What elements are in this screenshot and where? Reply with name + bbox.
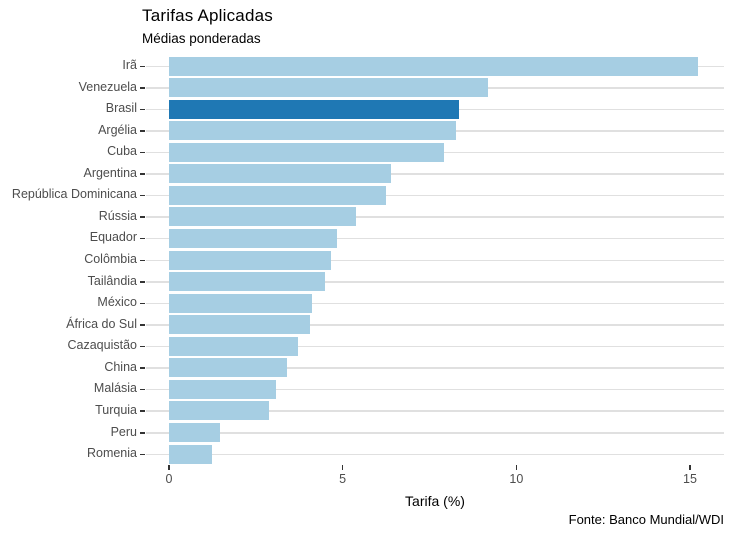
y-tick xyxy=(140,388,145,391)
y-axis-label: China xyxy=(104,359,137,374)
x-tick xyxy=(168,465,170,470)
y-tick xyxy=(140,65,145,67)
gridline xyxy=(146,259,724,262)
y-axis-label: Colômbia xyxy=(84,252,137,267)
y-tick xyxy=(140,194,145,197)
gridline xyxy=(146,410,724,412)
y-tick xyxy=(140,453,145,456)
x-tick-label: 0 xyxy=(165,472,173,486)
y-axis-label: República Dominicana xyxy=(11,187,137,202)
y-axis-label: Rússia xyxy=(98,208,137,223)
gridline xyxy=(146,432,724,434)
y-tick xyxy=(140,345,145,348)
bar xyxy=(169,185,387,205)
y-axis-label: Equador xyxy=(89,230,137,245)
y-tick xyxy=(140,216,145,218)
y-axis-label: Malásia xyxy=(93,381,137,396)
gridline xyxy=(146,173,724,175)
bar xyxy=(169,401,270,421)
bar xyxy=(169,78,488,98)
bar xyxy=(169,379,276,399)
gridline xyxy=(146,388,724,391)
bar xyxy=(169,164,391,184)
y-axis-label: Irã xyxy=(122,58,137,72)
y-tick xyxy=(140,302,145,305)
x-tick-label: 5 xyxy=(339,472,347,486)
y-tick xyxy=(140,410,145,412)
chart-subtitle: Médias ponderadas xyxy=(142,31,261,46)
y-axis-label: Argélia xyxy=(98,122,137,137)
x-axis-title: Tarifa (%) xyxy=(405,493,465,509)
gridline xyxy=(146,367,724,369)
y-tick xyxy=(140,87,145,89)
chart-title: Tarifas Aplicadas xyxy=(142,6,273,25)
chart-caption: Fonte: Banco Mundial/WDI xyxy=(568,512,724,527)
bar xyxy=(169,121,457,141)
y-axis-label: Argentina xyxy=(83,165,137,180)
gridline xyxy=(146,281,724,283)
x-tick xyxy=(515,465,518,470)
bar-highlighted xyxy=(169,99,460,119)
x-tick-label: 10 xyxy=(509,472,524,486)
y-axis-label: Cazaquistão xyxy=(67,338,138,353)
y-tick xyxy=(140,367,145,369)
bar xyxy=(169,358,287,378)
y-tick xyxy=(140,130,145,132)
bar xyxy=(169,250,331,270)
gridline xyxy=(146,237,724,240)
y-tick xyxy=(140,432,145,434)
y-tick xyxy=(140,281,145,283)
y-tick xyxy=(140,237,145,240)
x-tick-label: 15 xyxy=(683,472,697,486)
y-tick xyxy=(140,151,145,154)
bar xyxy=(169,336,299,356)
y-axis-label: Romenia xyxy=(86,446,137,461)
y-tick xyxy=(140,108,145,111)
gridline xyxy=(146,194,724,197)
bar xyxy=(169,207,357,227)
gridline xyxy=(146,302,724,305)
gridline xyxy=(146,453,724,456)
bar xyxy=(169,315,311,335)
bar xyxy=(169,293,312,313)
bar xyxy=(169,142,445,162)
y-axis-label: México xyxy=(97,295,137,310)
y-axis-label: Peru xyxy=(110,424,137,439)
y-axis-label: Cuba xyxy=(107,144,137,159)
x-tick xyxy=(341,465,344,470)
y-axis-label: Venezuela xyxy=(78,79,137,94)
plot-panel xyxy=(146,53,724,465)
bar xyxy=(169,272,325,292)
gridline xyxy=(146,216,724,218)
y-axis-label: Brasil xyxy=(105,101,137,116)
x-tick xyxy=(689,465,691,470)
y-axis-label: África do Sul xyxy=(66,316,137,331)
bar xyxy=(169,444,213,464)
y-axis-label: Tailândia xyxy=(87,273,137,288)
y-tick xyxy=(140,324,145,326)
bar xyxy=(169,56,699,76)
gridline xyxy=(146,345,724,348)
bar xyxy=(169,228,337,248)
y-axis-label: Turquia xyxy=(95,402,137,417)
bar xyxy=(169,423,221,443)
y-tick xyxy=(140,259,145,262)
y-tick xyxy=(140,173,145,175)
gridline xyxy=(146,324,724,326)
